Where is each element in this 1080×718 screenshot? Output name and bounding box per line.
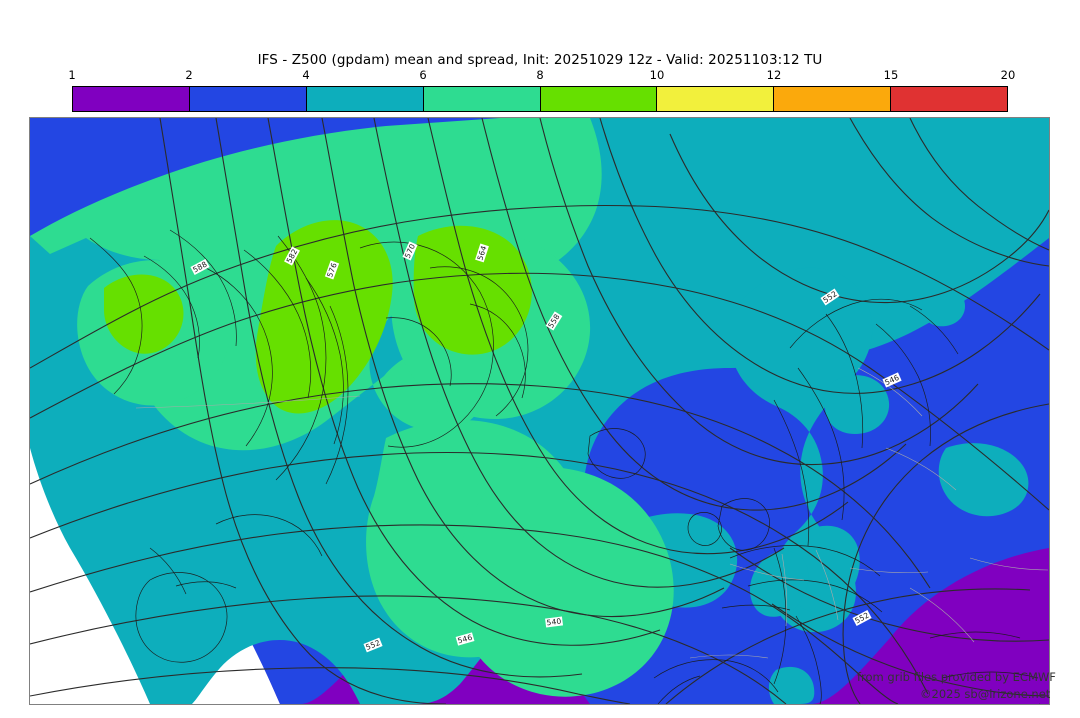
- colorbar-band-4: [540, 87, 658, 111]
- colorbar-tick-20: 20: [1000, 68, 1016, 82]
- colorbar: 1 2 4 6 8 10 12 15 20: [68, 68, 1015, 112]
- colorbar-bands: [72, 86, 1008, 112]
- colorbar-band-3: [423, 87, 541, 111]
- map-graphic: [30, 118, 1049, 704]
- credit-source: from grib files provided by ECMWF: [857, 670, 1056, 684]
- colorbar-band-5: [657, 87, 775, 111]
- colorbar-tick-12: 12: [766, 68, 782, 82]
- credit-copyright: ©2025 sb@irizone.net: [920, 687, 1051, 701]
- map-plot-area[interactable]: 588 582 576 570 564 558 552 546 540 546 …: [29, 117, 1050, 705]
- colorbar-tick-10: 10: [649, 68, 665, 82]
- colorbar-band-2: [306, 87, 424, 111]
- colorbar-tick-6: 6: [419, 68, 427, 82]
- colorbar-tick-4: 4: [302, 68, 310, 82]
- colorbar-tick-labels: 1 2 4 6 8 10 12 15 20: [68, 68, 1015, 84]
- colorbar-tick-1: 1: [68, 68, 76, 82]
- colorbar-band-6: [774, 87, 892, 111]
- colorbar-band-7: [891, 87, 1007, 111]
- colorbar-tick-2: 2: [185, 68, 193, 82]
- colorbar-band-0: [73, 87, 190, 111]
- colorbar-tick-8: 8: [536, 68, 544, 82]
- colorbar-tick-15: 15: [883, 68, 899, 82]
- colorbar-band-1: [189, 87, 307, 111]
- page-title: IFS - Z500 (gpdam) mean and spread, Init…: [257, 52, 823, 68]
